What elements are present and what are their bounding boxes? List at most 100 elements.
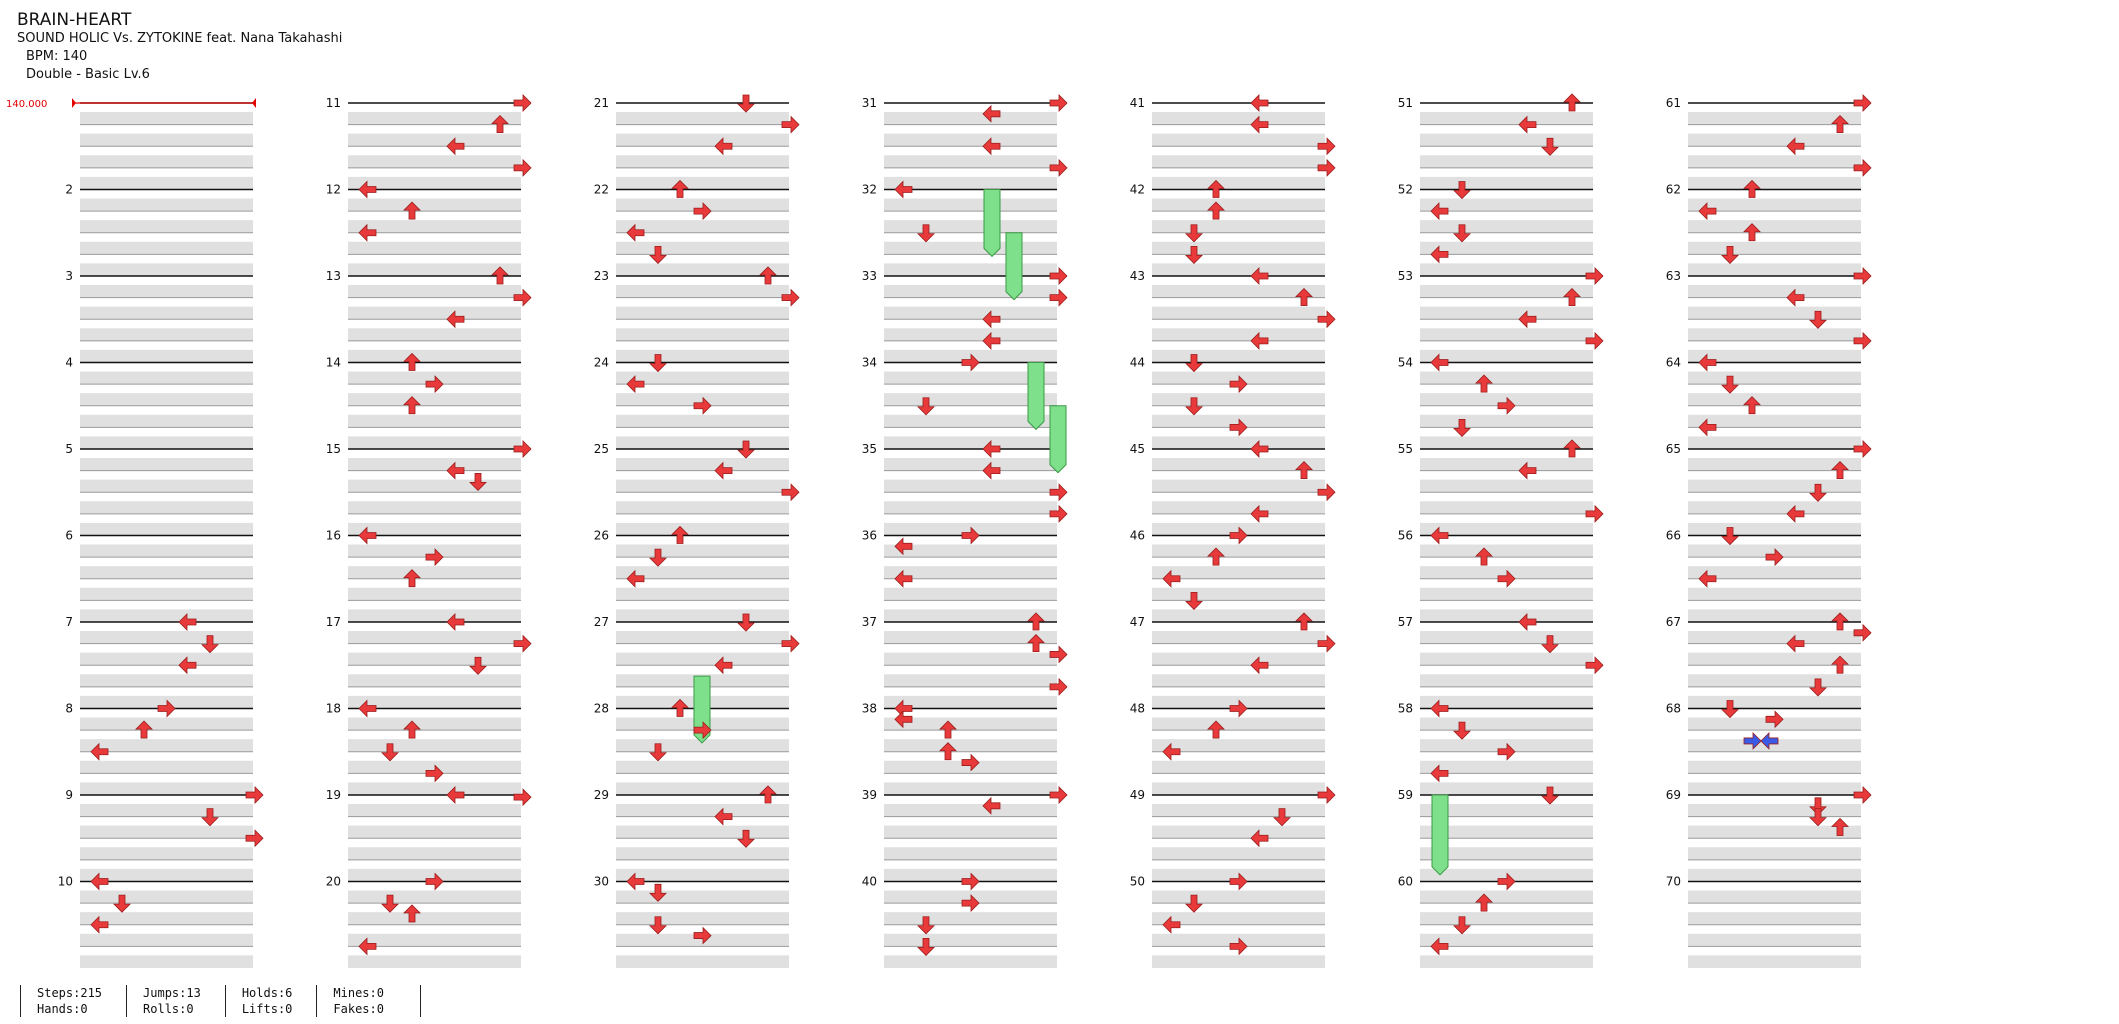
measure-number: 37 — [862, 615, 877, 629]
tap-arrow-d — [1185, 397, 1203, 416]
tap-arrow-d — [1721, 527, 1739, 546]
tap-arrow-l — [714, 656, 733, 675]
beat-band — [1420, 847, 1593, 860]
beat-band — [1152, 890, 1325, 904]
arrow-shape — [939, 720, 957, 739]
tap-arrow-r — [245, 829, 264, 848]
beat-band — [348, 522, 521, 536]
tap-arrow-r — [425, 375, 444, 394]
arrow-shape — [1563, 439, 1581, 458]
arrow-shape — [1027, 634, 1045, 653]
beat-band — [616, 414, 789, 428]
beat-band — [1420, 912, 1593, 925]
tap-arrow-l — [178, 613, 197, 631]
arrow-shape — [1207, 547, 1225, 566]
beat-band — [80, 133, 253, 147]
beat-band — [884, 955, 1057, 968]
beat-band — [1420, 328, 1593, 341]
beat-band — [1152, 285, 1325, 298]
measure-number: 20 — [326, 875, 341, 889]
arrow-shape — [982, 137, 1001, 156]
arrow-shape — [1453, 224, 1471, 243]
arrow-shape — [1317, 634, 1336, 653]
beat-band — [80, 414, 253, 428]
beat-band — [616, 176, 789, 190]
arrow-shape — [1698, 353, 1717, 372]
tap-arrow-r — [513, 440, 532, 458]
arrow-shape — [1250, 829, 1269, 848]
arrow-shape — [714, 807, 733, 826]
beat-band — [1152, 868, 1325, 882]
hold-note — [983, 189, 1001, 258]
beat-band — [884, 825, 1057, 839]
arrow-shape — [178, 656, 197, 675]
beat-band — [348, 782, 521, 795]
tap-arrow-l — [982, 331, 1001, 350]
arrow-shape — [1809, 310, 1827, 329]
song-artist: SOUND HOLIC Vs. ZYTOKINE feat. Nana Taka… — [17, 31, 343, 46]
beat-band — [1688, 306, 1861, 320]
tap-arrow-r — [1853, 267, 1872, 285]
tap-arrow-r — [1317, 137, 1336, 156]
measure-number: 40 — [862, 875, 877, 889]
beat-band — [1688, 285, 1861, 298]
arrow-shape — [1317, 310, 1336, 329]
beat-band — [1420, 955, 1593, 968]
tap-arrow-r — [1049, 158, 1068, 177]
beat-band — [1420, 220, 1593, 233]
tap-arrow-d — [1721, 700, 1739, 719]
beat-band — [348, 544, 521, 558]
tap-arrow-u — [1295, 612, 1313, 631]
beat-band — [1420, 609, 1593, 622]
measure-number: 26 — [594, 529, 609, 543]
arrow-shape — [358, 180, 377, 199]
song-difficulty: Double - Basic Lv.6 — [26, 67, 150, 82]
beat-band — [348, 890, 521, 904]
measure-number: 13 — [326, 269, 341, 283]
beat-band — [884, 522, 1057, 536]
arrow-shape — [491, 266, 509, 285]
beat-band — [348, 306, 521, 320]
arrow-shape — [1430, 937, 1449, 956]
beat-band — [348, 501, 521, 514]
arrow-shape — [513, 94, 532, 112]
measure-number: 24 — [594, 356, 609, 370]
tap-arrow-u — [1207, 720, 1225, 739]
beat-band — [348, 631, 521, 644]
beat-band — [616, 804, 789, 817]
arrow-shape — [917, 937, 935, 956]
tap-arrow-u — [403, 201, 421, 220]
tap-arrow-r — [1765, 548, 1784, 567]
beat-band — [348, 739, 521, 752]
beat-band — [1152, 695, 1325, 709]
arrow-shape — [1831, 655, 1849, 674]
beat-band — [616, 955, 789, 968]
tap-arrow-r — [1317, 786, 1336, 804]
beat-band — [884, 717, 1057, 731]
arrow-shape — [781, 288, 800, 307]
measure-number: 62 — [1666, 183, 1681, 197]
arrow-shape — [1853, 786, 1872, 804]
beat-band — [1688, 501, 1861, 514]
beat-band — [80, 479, 253, 493]
beat-band — [80, 825, 253, 839]
measure-number: 56 — [1398, 529, 1413, 543]
measure-number: 38 — [862, 702, 877, 716]
beat-band — [616, 241, 789, 255]
tap-arrow-l — [626, 375, 645, 394]
tap-arrow-d — [917, 916, 935, 935]
measure-number: 57 — [1398, 615, 1413, 629]
tap-arrow-d — [1185, 894, 1203, 913]
beat-band — [616, 587, 789, 601]
beat-band — [884, 912, 1057, 925]
tap-arrow-r — [1853, 440, 1872, 458]
tap-arrow-r — [1585, 331, 1604, 350]
beat-band — [1420, 890, 1593, 904]
beat-band — [1688, 522, 1861, 536]
beat-band — [348, 393, 521, 406]
tap-arrow-d — [917, 224, 935, 243]
beat-band — [1420, 804, 1593, 817]
tap-arrow-l — [446, 613, 465, 631]
tap-arrow-l — [714, 807, 733, 826]
beat-band — [1152, 112, 1325, 125]
